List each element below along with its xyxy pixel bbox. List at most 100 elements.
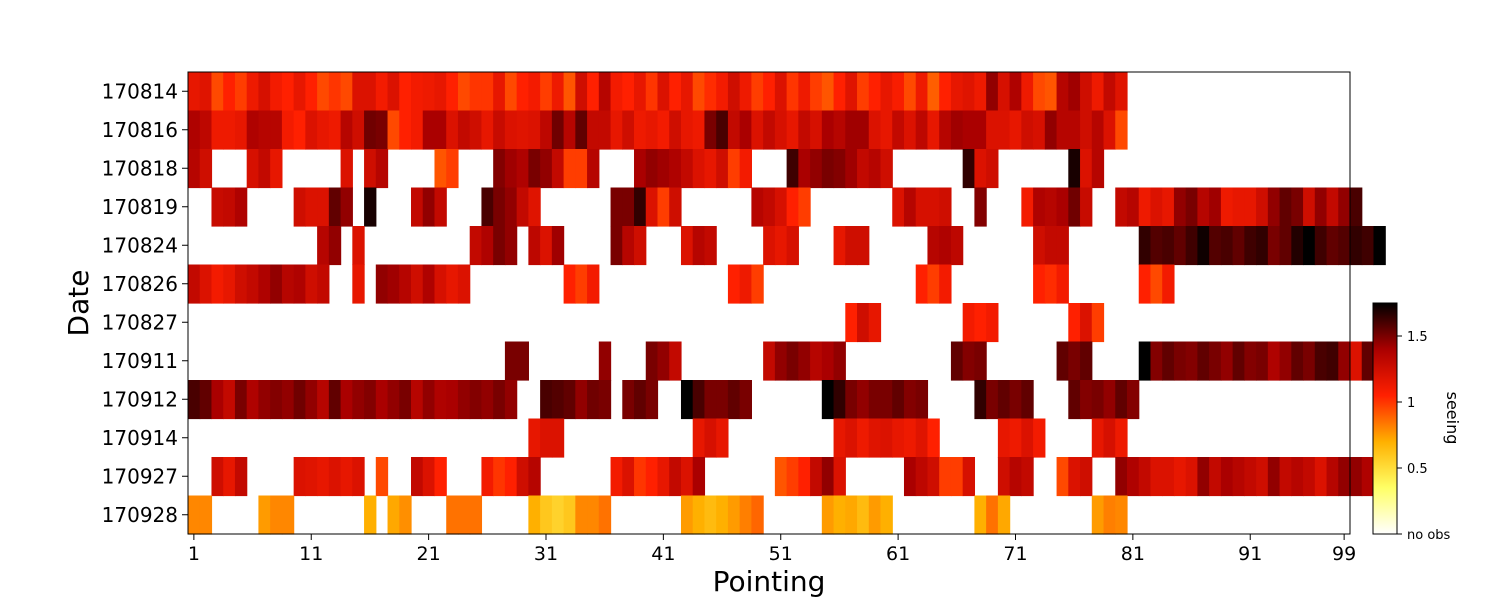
heatmap-cell	[1068, 72, 1081, 112]
heatmap-cell	[481, 226, 494, 266]
heatmap-cell	[411, 264, 424, 304]
heatmap-cell	[962, 149, 976, 189]
heatmap-cell	[1115, 418, 1128, 458]
heatmap-cell	[493, 187, 506, 227]
heatmap-cell	[258, 380, 271, 420]
heatmap-cell	[234, 72, 248, 112]
heatmap-cell	[634, 110, 647, 150]
heatmap-cell	[974, 187, 987, 227]
heatmap-cell	[281, 380, 295, 420]
heatmap-cell	[211, 380, 224, 420]
heatmap-cell	[1138, 187, 1152, 227]
heatmap-cell	[328, 110, 342, 150]
heatmap-cell	[1209, 457, 1222, 497]
heatmap-cell	[1232, 226, 1245, 266]
heatmap-cell	[915, 457, 929, 497]
heatmap-cell	[880, 72, 893, 112]
heatmap-cell	[692, 457, 706, 497]
heatmap-cell	[692, 226, 706, 266]
heatmap-cell	[1220, 457, 1234, 497]
heatmap-cell	[880, 380, 893, 420]
heatmap-cell	[540, 380, 553, 420]
heatmap-cell	[481, 380, 494, 420]
heatmap-cell	[716, 110, 729, 150]
heatmap-cell	[234, 264, 248, 304]
heatmap-cell	[270, 495, 283, 535]
heatmap-cell	[1326, 187, 1339, 227]
heatmap-cell	[962, 72, 976, 112]
heatmap-cell	[880, 110, 893, 150]
heatmap-cell	[352, 226, 365, 266]
heatmap-cell	[997, 380, 1011, 420]
heatmap-cell	[1056, 457, 1069, 497]
heatmap-cell	[868, 495, 882, 535]
heatmap-cell	[1256, 226, 1269, 266]
heatmap-cell	[1138, 341, 1152, 381]
heatmap-cell	[364, 495, 377, 535]
heatmap-cell	[293, 187, 306, 227]
heatmap-cell	[704, 226, 717, 266]
heatmap-cell	[1256, 457, 1269, 497]
heatmap-cell	[833, 341, 846, 381]
heatmap-cell	[892, 418, 905, 458]
heatmap-cell	[1267, 341, 1281, 381]
heatmap-cell	[1267, 226, 1281, 266]
heatmap-cell	[540, 72, 553, 112]
heatmap-cell	[1326, 341, 1339, 381]
heatmap-cell	[739, 264, 752, 304]
heatmap-cell	[457, 110, 471, 150]
heatmap-cell	[845, 72, 858, 112]
colorbar: no obs 0.5 1 1.5 seeing	[1372, 302, 1462, 543]
x-tick-label: 31	[534, 543, 558, 565]
heatmap-cell	[892, 380, 905, 420]
heatmap-cell	[504, 110, 518, 150]
heatmap-cell	[1150, 226, 1163, 266]
heatmap-cell	[786, 72, 799, 112]
x-tick-label: 51	[769, 543, 793, 565]
heatmap-cell	[974, 72, 987, 112]
heatmap-cell	[1338, 341, 1351, 381]
heatmap-cell	[692, 418, 706, 458]
heatmap-cell	[540, 110, 553, 150]
heatmap-cell	[446, 495, 459, 535]
heatmap-cell	[540, 495, 553, 535]
heatmap-cell	[634, 226, 647, 266]
heatmap-cell	[481, 110, 494, 150]
heatmap-cell	[821, 341, 835, 381]
heatmap-cell	[305, 457, 318, 497]
heatmap-cell	[528, 110, 541, 150]
heatmap-cell	[974, 380, 987, 420]
heatmap-cell	[927, 226, 940, 266]
heatmap-cell	[1103, 495, 1116, 535]
heatmap-cell	[598, 110, 612, 150]
x-tick-label: 71	[1003, 543, 1027, 565]
heatmap-cell	[727, 380, 741, 420]
heatmap-cell	[211, 457, 224, 497]
heatmap-cell	[810, 149, 823, 189]
heatmap-cell	[1091, 149, 1105, 189]
heatmap-cell	[1350, 226, 1363, 266]
heatmap-cell	[786, 457, 799, 497]
heatmap-cell	[857, 110, 870, 150]
heatmap-cell	[340, 72, 353, 112]
heatmap-cell	[950, 110, 964, 150]
heatmap-cell	[587, 264, 600, 304]
heatmap-cell	[986, 72, 999, 112]
heatmap-cell	[1291, 226, 1304, 266]
heatmap-cell	[692, 380, 706, 420]
heatmap-cell	[469, 226, 483, 266]
heatmap-cell	[798, 72, 811, 112]
heatmap-cell	[387, 495, 400, 535]
heatmap-cell	[1115, 110, 1128, 150]
y-tick-label: 170819	[102, 195, 178, 219]
heatmap-cell	[798, 341, 811, 381]
heatmap-cell	[551, 226, 565, 266]
heatmap-cell	[575, 495, 588, 535]
heatmap-cell	[1056, 264, 1069, 304]
heatmap-cell	[1350, 457, 1363, 497]
x-tick-label: 11	[299, 543, 323, 565]
heatmap-cell	[575, 264, 588, 304]
heatmap-cell	[622, 110, 635, 150]
heatmap-cell	[739, 149, 752, 189]
heatmap-cell	[1209, 341, 1222, 381]
